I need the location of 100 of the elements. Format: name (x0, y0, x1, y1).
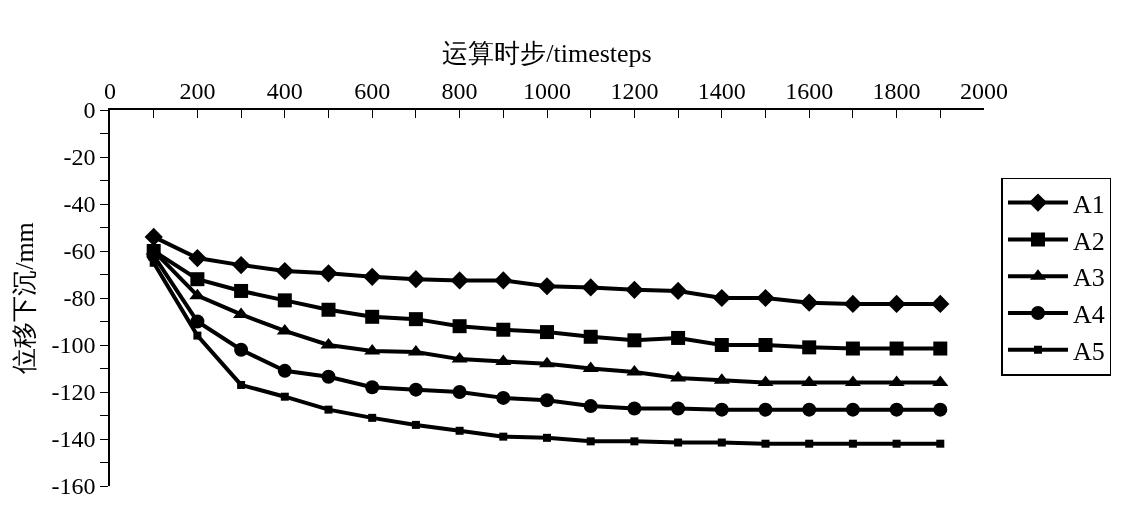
legend-label: A5 (1072, 336, 1105, 366)
point (450, 271, 469, 290)
point (932, 375, 949, 387)
y-tick-label: -100 (51, 332, 96, 359)
point (581, 278, 600, 297)
point (892, 439, 901, 448)
point (363, 267, 382, 286)
point (234, 283, 249, 298)
x-tick-label: 0 (104, 77, 116, 104)
point (321, 369, 336, 384)
point (756, 288, 775, 308)
y-axis-title: 位移下沉/mm (10, 222, 40, 374)
x-tick-label: 1400 (697, 77, 746, 104)
point (714, 402, 729, 417)
point (277, 363, 292, 378)
point (319, 264, 338, 283)
point (845, 341, 860, 356)
point (844, 375, 861, 387)
point (843, 294, 862, 313)
point (627, 401, 642, 416)
point (234, 342, 249, 357)
point (277, 293, 292, 308)
y-tick-label: -60 (63, 238, 96, 265)
point (543, 433, 551, 442)
y-tick-label: -160 (51, 473, 96, 500)
y-tick-label: 0 (83, 97, 96, 124)
point (408, 382, 423, 397)
point (364, 343, 381, 355)
y-tick-label: -40 (63, 191, 96, 218)
point (452, 319, 467, 334)
point (805, 439, 814, 448)
x-tick-label: 1000 (523, 77, 571, 104)
point (190, 272, 205, 287)
point (671, 330, 686, 345)
point (144, 227, 163, 246)
point (671, 401, 686, 416)
point (368, 413, 377, 422)
point (275, 261, 294, 281)
y-tick-label: -120 (51, 379, 96, 406)
point (887, 294, 906, 313)
point (712, 288, 731, 308)
point (802, 402, 817, 417)
point (888, 375, 905, 387)
point (674, 438, 683, 447)
point (232, 256, 251, 275)
point (931, 294, 950, 313)
point (627, 333, 642, 348)
point (276, 323, 293, 335)
point (801, 375, 818, 387)
x-tick-label: 1200 (610, 77, 659, 104)
point (758, 338, 773, 352)
legend-label: A4 (1072, 300, 1105, 330)
point (889, 402, 904, 417)
point (630, 437, 639, 446)
point (494, 271, 513, 290)
point (455, 426, 464, 435)
point (406, 270, 425, 289)
point (324, 405, 333, 414)
x-tick-label: 600 (354, 77, 391, 104)
point (365, 380, 380, 395)
point (496, 390, 511, 405)
x-tick-label: 200 (179, 77, 216, 104)
point (800, 293, 819, 312)
point (237, 380, 246, 389)
point (411, 420, 420, 429)
legend-label: A2 (1072, 226, 1105, 256)
point (757, 375, 774, 387)
point (848, 439, 857, 448)
legend-label: A1 (1072, 189, 1105, 219)
point (669, 281, 688, 301)
point (586, 437, 595, 446)
point (625, 280, 644, 299)
point (670, 370, 687, 382)
point (452, 385, 467, 399)
x-tick-label: 1600 (785, 77, 834, 104)
point (365, 309, 380, 324)
y-tick-label: -20 (63, 144, 96, 171)
point (537, 277, 557, 296)
point (193, 331, 202, 340)
point (717, 438, 726, 447)
y-tick-label: -140 (51, 426, 96, 453)
y-tick-label: -80 (63, 285, 96, 312)
point (714, 338, 729, 352)
point (408, 312, 423, 327)
point (188, 248, 207, 268)
legend-label: A3 (1072, 263, 1105, 293)
point (583, 399, 598, 414)
point (936, 439, 945, 448)
x-axis-title: 运算时步/timesteps (442, 38, 652, 68)
point (758, 402, 773, 417)
point (321, 302, 336, 317)
point (280, 392, 289, 401)
point (761, 439, 770, 448)
point (189, 288, 206, 300)
x-tick-label: 2000 (960, 77, 1008, 104)
point (933, 402, 948, 417)
point (540, 325, 554, 340)
point (933, 341, 948, 356)
point (496, 322, 511, 337)
point (540, 393, 554, 408)
